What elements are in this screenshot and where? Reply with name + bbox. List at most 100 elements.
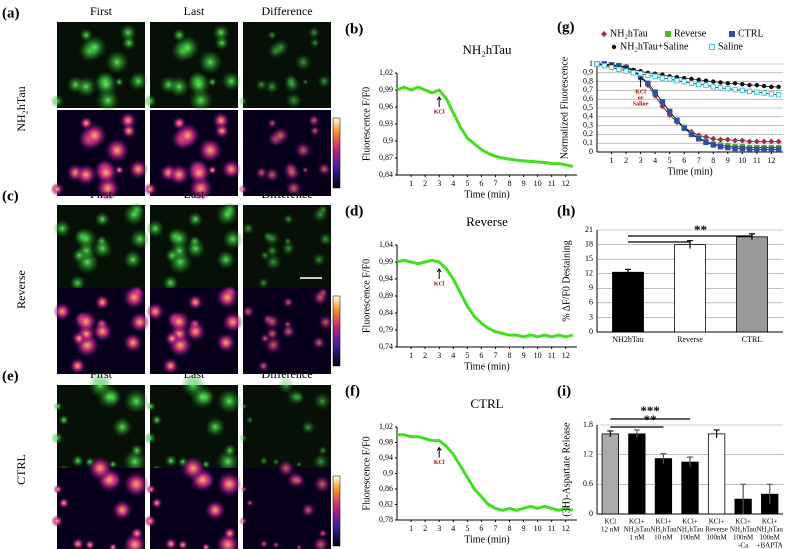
row-label: Reverse xyxy=(14,270,28,309)
cell-blob xyxy=(257,360,270,372)
cell-blob xyxy=(53,484,63,495)
cell-blob xyxy=(216,388,242,414)
x-tick-label: 5 xyxy=(668,156,672,165)
cell-blob xyxy=(264,230,280,247)
cell-blob xyxy=(223,526,237,540)
legend-label: CTRL xyxy=(738,28,764,39)
cell-blob xyxy=(180,456,206,481)
cell-blob xyxy=(94,160,118,185)
marker xyxy=(740,82,745,87)
x-tick-label: 100nM xyxy=(706,534,727,542)
y-tick-label: 0,74 xyxy=(379,342,393,351)
marker xyxy=(601,63,607,69)
error-bar xyxy=(749,233,755,240)
cell-blob xyxy=(129,228,151,250)
marker xyxy=(753,138,760,145)
cell-blob xyxy=(164,537,178,549)
annotation: ** xyxy=(644,412,657,427)
x-tick-label: 5 xyxy=(465,179,469,188)
cell-blob xyxy=(94,294,110,310)
error-bar xyxy=(607,430,614,437)
marker xyxy=(776,84,781,90)
x-tick-label: 8 xyxy=(508,179,512,188)
cell-blob xyxy=(151,497,163,509)
y-tick-label: 0,87 xyxy=(379,153,393,162)
cell-blob xyxy=(216,332,236,353)
marker xyxy=(616,66,622,72)
marker xyxy=(761,83,767,89)
marker xyxy=(645,72,651,79)
x-tick-label: 12 xyxy=(562,351,570,360)
x-tick-label: 8 xyxy=(508,524,512,533)
x-tick-label: 100nM xyxy=(760,534,781,542)
error-bar xyxy=(766,483,773,505)
cell-blob xyxy=(277,459,295,477)
cell-blob xyxy=(71,248,87,263)
cell-blob xyxy=(223,443,237,457)
annotation-arrow xyxy=(436,268,442,279)
marker xyxy=(746,146,753,153)
cell-blob xyxy=(197,49,223,75)
chart-title: CTRL xyxy=(470,396,503,411)
cell-blob xyxy=(222,228,244,250)
cell-blob xyxy=(215,286,239,309)
x-tick-label: 12 xyxy=(562,179,570,188)
y-tick-label: 9 xyxy=(589,283,593,292)
bar xyxy=(674,244,706,333)
cell-blob xyxy=(162,357,179,375)
cell-blob xyxy=(221,159,242,180)
marker xyxy=(761,90,767,96)
cell-blob xyxy=(241,305,255,318)
marker xyxy=(652,73,658,80)
cell-blob xyxy=(94,72,118,97)
x-tick-label: +BAPTA xyxy=(757,542,783,549)
cell-blob xyxy=(185,238,206,259)
cell-blob xyxy=(144,514,157,528)
cell-blob xyxy=(309,125,321,136)
cell-blob xyxy=(296,544,302,549)
column-header: First xyxy=(90,187,113,201)
marker xyxy=(703,78,709,83)
cell-blob xyxy=(112,416,133,438)
cell-blob xyxy=(143,94,157,108)
cell-blob xyxy=(87,456,113,481)
cell-blob xyxy=(74,227,98,250)
series-line xyxy=(597,63,779,150)
cell-blob xyxy=(162,274,179,292)
x-tick-label: KCl+ xyxy=(656,518,672,526)
x-tick-label: 11 xyxy=(753,156,761,165)
column-header: Difference xyxy=(261,367,312,381)
cell-blob xyxy=(119,111,137,130)
marker xyxy=(674,78,680,84)
marker xyxy=(754,89,760,95)
cell-blob xyxy=(201,543,211,549)
cell-blob xyxy=(318,231,333,247)
y-tick-label: 0,9 xyxy=(383,136,393,145)
cell-blob xyxy=(168,75,190,98)
y-tick-label: 0,98 xyxy=(379,437,393,446)
cell-blob xyxy=(144,431,157,445)
cell-blob xyxy=(317,162,332,177)
marker xyxy=(768,138,775,145)
cell-blob xyxy=(51,514,64,528)
y-tick-label: 0,84 xyxy=(379,308,393,317)
cell-blob xyxy=(312,536,330,549)
y-tick-label: 0,78 xyxy=(379,515,393,524)
x-tick-label: 11 xyxy=(548,351,556,360)
y-tick-label: 0,99 xyxy=(379,257,393,266)
y-tick-label: 0,96 xyxy=(379,102,393,111)
cell-blob xyxy=(146,219,165,238)
cell-blob xyxy=(238,96,248,106)
y-tick-label: 21 xyxy=(585,225,593,234)
series-line xyxy=(597,63,779,148)
cell-blob xyxy=(318,314,333,330)
cell-blob xyxy=(240,486,248,493)
x-tick-label: 7 xyxy=(697,156,701,165)
bar xyxy=(601,433,619,515)
annotation: Saline xyxy=(633,102,649,108)
y-tick-label: 0,5 xyxy=(583,103,593,112)
cell-blob xyxy=(301,502,316,518)
x-tick-label: KCl+ xyxy=(709,518,725,526)
marker xyxy=(739,87,746,94)
cell-blob xyxy=(151,414,163,426)
